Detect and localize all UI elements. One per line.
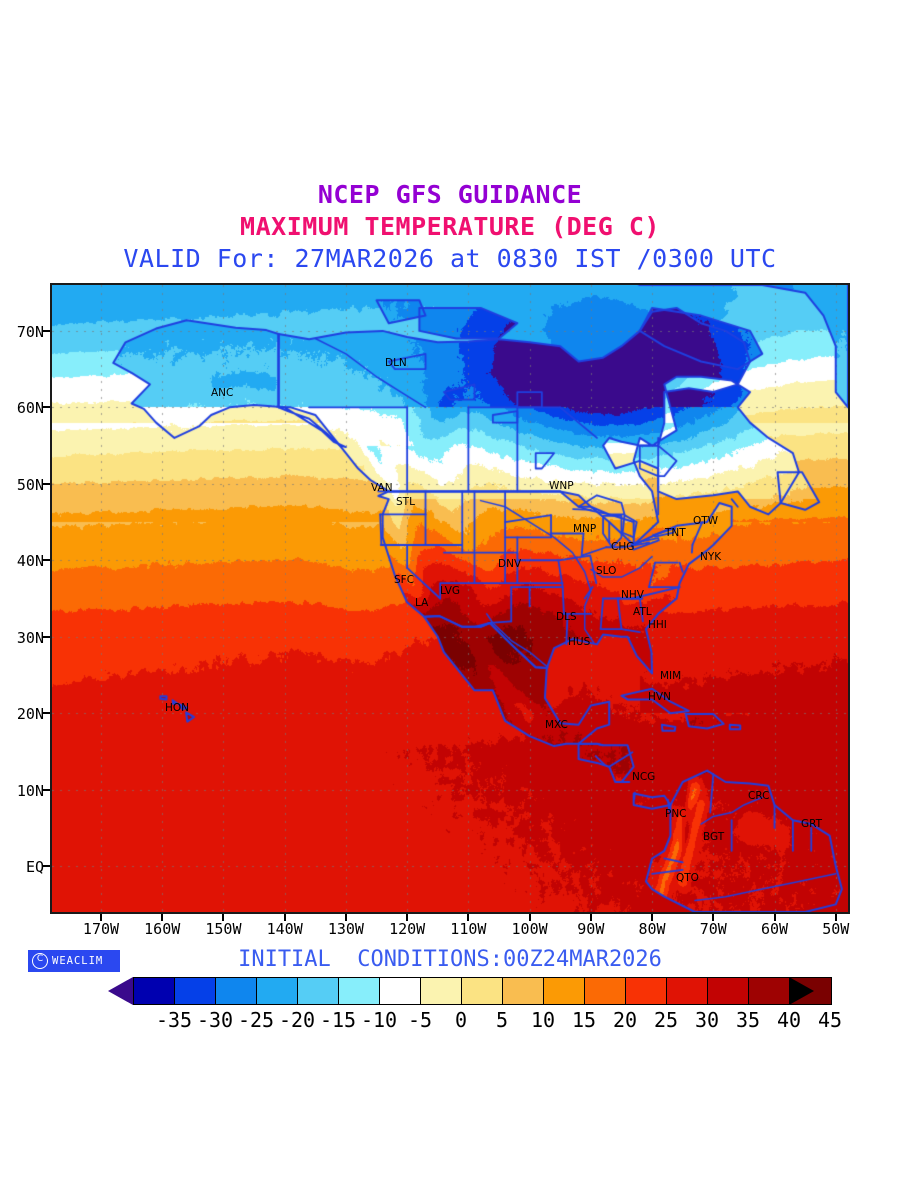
title-valid-time-line: VALID For: 27MAR2026 at 0830 IST /0300 U…: [123, 244, 777, 273]
colorbar-cell: [175, 978, 216, 1004]
latitude-tick-mark: [42, 559, 50, 562]
colorbar-tick-label: -25: [237, 1008, 275, 1032]
longitude-tick-mark: [834, 914, 837, 921]
colorbar-tick-labels: -35 -30 -25 -20 -15 -10 -5 0 5 10 15 20 25 30 35 40 45: [108, 1008, 842, 1032]
latitude-tick-mark: [42, 712, 50, 715]
longitude-tick-label: 50W: [822, 920, 850, 938]
title-model-line: NCEP GFS GUIDANCE: [317, 180, 583, 209]
longitude-tick-mark: [99, 914, 102, 921]
latitude-tick-mark: [42, 329, 50, 332]
temperature-field-canvas: [52, 285, 848, 912]
title-variable-line: MAXIMUM TEMPERATURE (DEG C): [240, 212, 660, 241]
colorbar-tick-label: -30: [196, 1008, 234, 1032]
copyright-icon: C: [32, 953, 48, 969]
colorbar-cell: [585, 978, 626, 1004]
longitude-tick-label: 80W: [638, 920, 666, 938]
colorbar-cell: [462, 978, 503, 1004]
latitude-tick-mark: [42, 482, 50, 485]
colorbar-cell: [749, 978, 790, 1004]
temperature-colorbar: [108, 977, 832, 1005]
longitude-tick-mark: [651, 914, 654, 921]
longitude-tick-mark: [222, 914, 225, 921]
latitude-tick-mark: [42, 635, 50, 638]
colorbar-cell: [134, 978, 175, 1004]
latitude-tick-mark: [42, 406, 50, 409]
weaclim-logo-text: WEACLIM: [52, 955, 104, 967]
colorbar-cell: [257, 978, 298, 1004]
colorbar-cell: [380, 978, 421, 1004]
longitude-tick-mark: [344, 914, 347, 921]
colorbar-tick-label: 20: [612, 1008, 638, 1032]
longitude-tick-mark: [589, 914, 592, 921]
longitude-tick-mark: [283, 914, 286, 921]
chart-title-block: NCEP GFS GUIDANCE MAXIMUM TEMPERATURE (D…: [0, 182, 900, 271]
longitude-tick-label: 90W: [577, 920, 605, 938]
latitude-tick-mark: [42, 865, 50, 868]
colorbar-tick-label: -20: [278, 1008, 316, 1032]
colorbar-cell: [626, 978, 667, 1004]
colorbar-cell: [667, 978, 708, 1004]
latitude-tick-label: 20N: [16, 705, 44, 724]
colorbar-cell: [421, 978, 462, 1004]
colorbar-under-arrow: [108, 977, 133, 1005]
colorbar-cells: [133, 977, 832, 1005]
longitude-tick-label: 60W: [760, 920, 789, 938]
colorbar-tick-label: -15: [319, 1008, 357, 1032]
longitude-tick-label: 150W: [205, 920, 242, 938]
colorbar-tick-label: -5: [407, 1008, 433, 1032]
longitude-tick-label: 130W: [327, 920, 364, 938]
longitude-tick-mark: [528, 914, 531, 921]
latitude-tick-label: 40N: [16, 552, 44, 571]
colorbar-tick-label: -35: [155, 1008, 193, 1032]
colorbar-tick-label: -10: [360, 1008, 398, 1032]
colorbar-tick-label: 45: [817, 1008, 843, 1032]
longitude-tick-mark: [161, 914, 164, 921]
latitude-tick-label: 50N: [16, 475, 44, 494]
weaclim-logo: C WEACLIM: [28, 950, 120, 972]
colorbar-tick-label: 10: [530, 1008, 556, 1032]
latitude-tick-label: EQ: [25, 858, 44, 877]
longitude-tick-label: 170W: [82, 920, 120, 938]
latitude-tick-label: 10N: [16, 781, 44, 800]
colorbar-tick-label: 0: [454, 1008, 468, 1032]
longitude-tick-mark: [467, 914, 470, 921]
longitude-tick-mark: [406, 914, 409, 921]
longitude-tick-mark: [712, 914, 715, 921]
longitude-tick-mark: [773, 914, 776, 921]
colorbar-cell: [708, 978, 749, 1004]
colorbar-tick-label: 25: [653, 1008, 679, 1032]
longitude-tick-label: 160W: [144, 920, 181, 938]
longitude-tick-label: 100W: [511, 920, 548, 938]
latitude-tick-label: 60N: [16, 399, 44, 418]
latitude-tick-label: 30N: [16, 628, 44, 647]
colorbar-tick-label: 40: [776, 1008, 802, 1032]
colorbar-tick-label: 35: [735, 1008, 761, 1032]
longitude-tick-label: 140W: [266, 920, 303, 938]
colorbar-cell: [544, 978, 585, 1004]
colorbar-tick-label: 30: [694, 1008, 720, 1032]
colorbar-cell: [298, 978, 339, 1004]
colorbar-cell: [216, 978, 257, 1004]
colorbar-tick-label: 5: [495, 1008, 509, 1032]
latitude-tick-mark: [42, 788, 50, 791]
colorbar-cell: [339, 978, 380, 1004]
longitude-tick-label: 120W: [389, 920, 426, 938]
latitude-tick-label: 70N: [16, 322, 44, 341]
colorbar-tick-label: 15: [571, 1008, 597, 1032]
longitude-tick-label: 110W: [450, 920, 487, 938]
colorbar-over-arrow: [789, 977, 814, 1005]
forecast-map-panel[interactable]: [50, 283, 850, 914]
longitude-tick-label: 70W: [699, 920, 727, 938]
colorbar-cell: [503, 978, 544, 1004]
initial-conditions-text: INITIAL CONDITIONS:00Z24MAR2026: [238, 947, 662, 972]
